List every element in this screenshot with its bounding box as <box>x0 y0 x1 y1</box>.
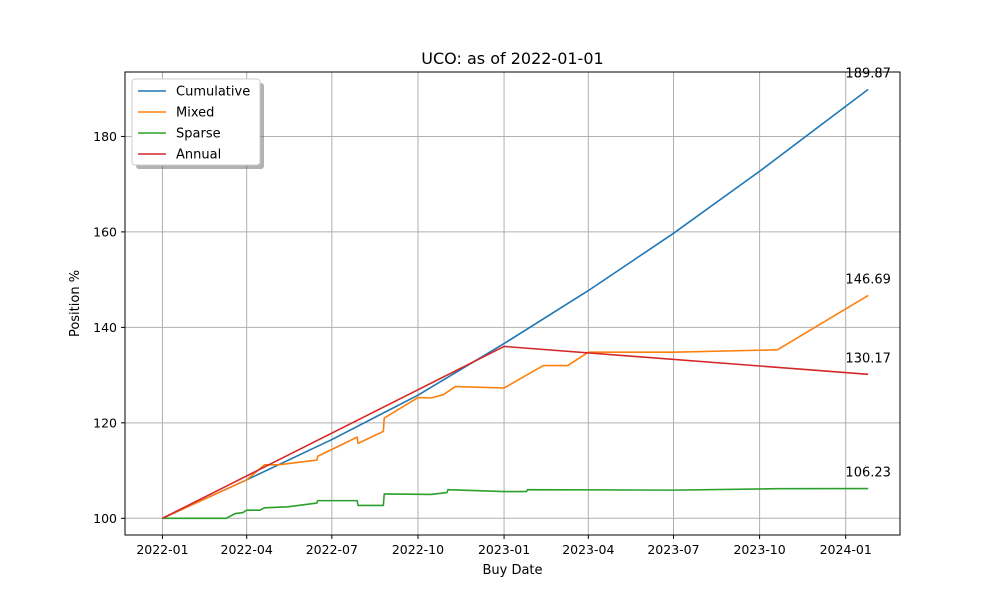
x-tick-label: 2022-04 <box>221 542 273 557</box>
axis-ticks: 2022-01 2022-04 2022-07 2022-10 2023-01 2023-… <box>93 129 872 557</box>
end-label-cumulative: 189.87 <box>845 66 891 81</box>
y-tick-label: 100 <box>93 511 117 526</box>
x-tick-label: 2022-10 <box>392 542 444 557</box>
x-axis-title: Buy Date <box>482 563 542 578</box>
x-tick-label: 2023-07 <box>647 542 699 557</box>
legend-box <box>131 78 261 166</box>
x-tick-label: 2022-01 <box>136 542 188 557</box>
y-tick-label: 160 <box>93 224 117 239</box>
end-labels: 189.87 146.69 106.23 130.17 <box>845 66 891 480</box>
series-line-sparse <box>162 487 869 520</box>
plot-area-border <box>124 71 901 536</box>
y-tick-label: 140 <box>93 320 117 335</box>
series-lines <box>162 88 869 520</box>
chart-title: UCO: as of 2022-01-01 <box>421 49 603 68</box>
end-label-annual: 130.17 <box>845 351 891 366</box>
legend: Cumulative Mixed Sparse Annual <box>131 78 264 169</box>
legend-label-sparse: Sparse <box>176 127 221 142</box>
grid-lines <box>125 72 900 535</box>
end-label-sparse: 106.23 <box>845 466 891 481</box>
series-line-mixed <box>162 294 869 520</box>
x-tick-label: 2023-04 <box>562 542 614 557</box>
x-tick-label: 2023-10 <box>733 542 785 557</box>
x-tick-label: 2023-01 <box>478 542 530 557</box>
x-tick-label: 2022-07 <box>306 542 358 557</box>
end-label-mixed: 146.69 <box>845 272 891 287</box>
legend-label-annual: Annual <box>176 148 221 163</box>
series-line-annual <box>162 345 869 520</box>
series-line-cumulative <box>162 88 869 520</box>
x-tick-label: 2024-01 <box>820 542 872 557</box>
legend-items: Cumulative Mixed Sparse Annual <box>138 85 250 163</box>
y-axis-title: Position % <box>68 270 83 337</box>
legend-label-cumulative: Cumulative <box>176 85 250 100</box>
y-tick-label: 180 <box>93 129 117 144</box>
legend-label-mixed: Mixed <box>176 106 214 121</box>
y-tick-label: 120 <box>93 415 117 430</box>
